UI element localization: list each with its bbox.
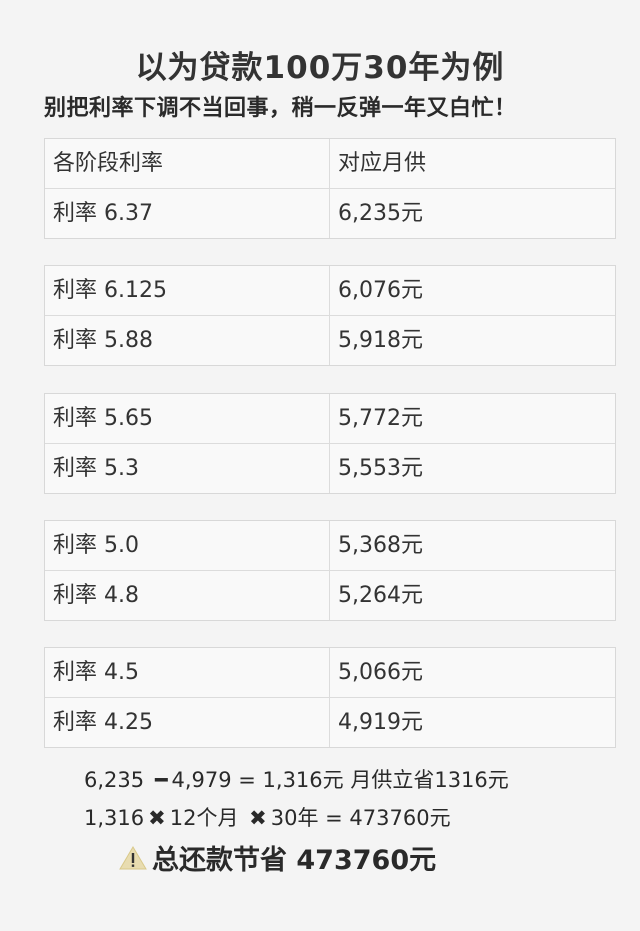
table-row: 利率 5.88 5,918元	[45, 316, 615, 365]
rate-table-group-1: 各阶段利率 对应月供 利率 6.37 6,235元	[44, 138, 616, 239]
calc-line-1: 6,235 ━ 4,979 = 1,316元 月供立省1316元	[84, 764, 509, 794]
table-row: 利率 5.3 5,553元	[45, 444, 615, 493]
table-row: 利率 6.37 6,235元	[45, 189, 615, 238]
payment-cell: 5,918元	[329, 316, 615, 365]
payment-cell: 4,919元	[329, 698, 615, 747]
payment-cell: 5,772元	[329, 394, 615, 443]
table-row: 利率 4.25 4,919元	[45, 698, 615, 747]
rate-table-group-2: 利率 6.125 6,076元 利率 5.88 5,918元	[44, 265, 616, 366]
calc-value: 30年 = 473760元	[270, 806, 451, 830]
rate-cell: 利率 4.25	[53, 710, 153, 735]
rate-cell: 利率 5.3	[53, 456, 139, 481]
rate-table-group-5: 利率 4.5 5,066元 利率 4.25 4,919元	[44, 647, 616, 748]
rate-cell: 利率 4.5	[53, 660, 139, 685]
subtitle: 别把利率下调不当回事，稍一反弹一年又白忙！	[44, 96, 517, 121]
table-row: 利率 5.65 5,772元	[45, 394, 615, 444]
rate-cell: 利率 4.8	[53, 583, 139, 608]
rate-cell: 利率 5.65	[53, 406, 153, 431]
payment-cell: 5,368元	[329, 521, 615, 570]
table-row: 利率 5.0 5,368元	[45, 521, 615, 571]
calc-line-2: 1,316 ✖ 12个月 ✖ 30年 = 473760元	[84, 802, 451, 832]
calc-value: 4,979 = 1,316元 月供立省1316元	[171, 768, 509, 792]
header-rate: 各阶段利率	[53, 151, 164, 176]
table-header-row: 各阶段利率 对应月供	[45, 139, 615, 189]
payment-cell: 5,264元	[329, 571, 615, 620]
rate-table-group-3: 利率 5.65 5,772元 利率 5.3 5,553元	[44, 393, 616, 494]
payment-cell: 6,076元	[329, 266, 615, 315]
calc-value: 6,235	[84, 768, 145, 792]
total-savings: 总还款节省 473760元	[118, 838, 436, 878]
payment-cell: 5,066元	[329, 648, 615, 697]
table-row: 利率 6.125 6,076元	[45, 266, 615, 316]
rate-cell: 利率 5.88	[53, 328, 153, 353]
table-row: 利率 4.8 5,264元	[45, 571, 615, 620]
header-payment: 对应月供	[329, 139, 615, 188]
page-title: 以为贷款100万30年为例	[135, 50, 505, 86]
rate-cell: 利率 5.0	[53, 533, 139, 558]
rate-table-group-4: 利率 5.0 5,368元 利率 4.8 5,264元	[44, 520, 616, 621]
rate-cell: 利率 6.37	[53, 201, 153, 226]
total-savings-text: 总还款节省 473760元	[152, 845, 437, 876]
payment-cell: 5,553元	[329, 444, 615, 493]
minus-icon: ━	[154, 768, 168, 792]
multiply-icon: ✖	[148, 806, 166, 830]
warning-icon	[118, 845, 148, 878]
payment-cell: 6,235元	[329, 189, 615, 238]
rate-cell: 利率 6.125	[53, 278, 167, 303]
calc-value: 12个月	[169, 806, 239, 830]
table-row: 利率 4.5 5,066元	[45, 648, 615, 698]
calc-value: 1,316	[84, 806, 145, 830]
multiply-icon: ✖	[249, 806, 267, 830]
